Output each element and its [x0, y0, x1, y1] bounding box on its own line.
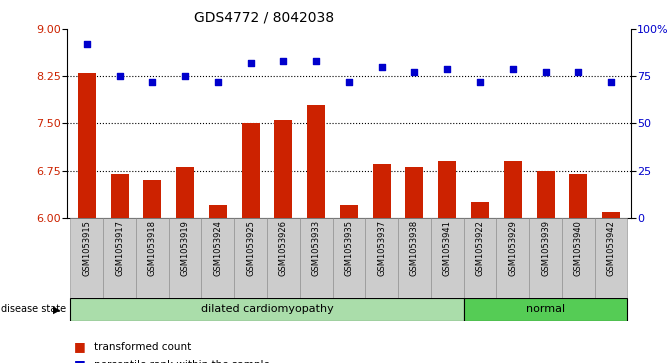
Bar	[103, 218, 136, 298]
Text: transformed count: transformed count	[94, 342, 191, 352]
Bar	[602, 212, 620, 218]
Bar	[464, 218, 497, 298]
Text: GSM1053938: GSM1053938	[410, 220, 419, 276]
Bar	[78, 73, 96, 218]
Text: GSM1053925: GSM1053925	[246, 220, 255, 276]
Text: GSM1053933: GSM1053933	[311, 220, 321, 276]
Text: ▶: ▶	[53, 305, 60, 314]
Point	[180, 73, 191, 79]
Point	[278, 58, 289, 64]
Point	[147, 79, 158, 85]
Point	[507, 66, 518, 72]
Bar	[595, 218, 627, 298]
Bar	[267, 218, 300, 298]
Bar	[537, 171, 554, 218]
Bar	[168, 218, 201, 298]
Text: GSM1053919: GSM1053919	[180, 220, 190, 276]
Point	[442, 66, 453, 72]
Text: GSM1053940: GSM1053940	[574, 220, 583, 276]
Point	[114, 73, 125, 79]
Text: ■: ■	[74, 340, 86, 353]
Bar	[176, 167, 194, 218]
Bar	[562, 218, 595, 298]
Bar	[70, 298, 464, 321]
Bar	[340, 205, 358, 218]
Point	[311, 58, 321, 64]
Point	[409, 70, 420, 76]
Bar	[333, 218, 365, 298]
Point	[81, 41, 92, 47]
Bar	[372, 164, 391, 218]
Bar	[431, 218, 464, 298]
Bar	[234, 218, 267, 298]
Point	[245, 60, 256, 66]
Point	[474, 79, 485, 85]
Text: percentile rank within the sample: percentile rank within the sample	[94, 360, 270, 363]
Text: GSM1053917: GSM1053917	[115, 220, 124, 276]
Bar	[209, 205, 227, 218]
Text: GSM1053935: GSM1053935	[344, 220, 354, 276]
Point	[376, 64, 387, 70]
Text: GSM1053929: GSM1053929	[508, 220, 517, 276]
Bar	[504, 161, 522, 218]
Text: dilated cardiomyopathy: dilated cardiomyopathy	[201, 305, 333, 314]
Bar	[569, 174, 587, 218]
Text: GSM1053939: GSM1053939	[541, 220, 550, 276]
Bar	[70, 218, 103, 298]
Point	[213, 79, 223, 85]
Text: normal: normal	[526, 305, 565, 314]
Bar	[307, 105, 325, 218]
Point	[540, 70, 551, 76]
Bar	[471, 202, 489, 218]
Text: GSM1053926: GSM1053926	[279, 220, 288, 276]
Text: GSM1053915: GSM1053915	[83, 220, 91, 276]
Point	[573, 70, 584, 76]
Bar	[111, 174, 129, 218]
Bar	[274, 120, 293, 218]
Text: GSM1053924: GSM1053924	[213, 220, 222, 276]
Text: GDS4772 / 8042038: GDS4772 / 8042038	[195, 11, 334, 25]
Bar	[201, 218, 234, 298]
Text: GSM1053922: GSM1053922	[476, 220, 484, 276]
Text: disease state: disease state	[1, 305, 66, 314]
Text: GSM1053942: GSM1053942	[607, 220, 615, 276]
Bar	[242, 123, 260, 218]
Bar	[144, 180, 161, 218]
Bar	[398, 218, 431, 298]
Bar	[529, 218, 562, 298]
Text: ■: ■	[74, 358, 86, 363]
Bar	[365, 218, 398, 298]
Bar	[405, 167, 423, 218]
Text: GSM1053941: GSM1053941	[443, 220, 452, 276]
Bar	[497, 218, 529, 298]
Bar	[136, 218, 168, 298]
Point	[606, 79, 617, 85]
Text: GSM1053937: GSM1053937	[377, 220, 386, 276]
Bar	[300, 218, 333, 298]
Text: GSM1053918: GSM1053918	[148, 220, 157, 276]
Point	[344, 79, 354, 85]
Bar	[438, 161, 456, 218]
Bar	[464, 298, 627, 321]
